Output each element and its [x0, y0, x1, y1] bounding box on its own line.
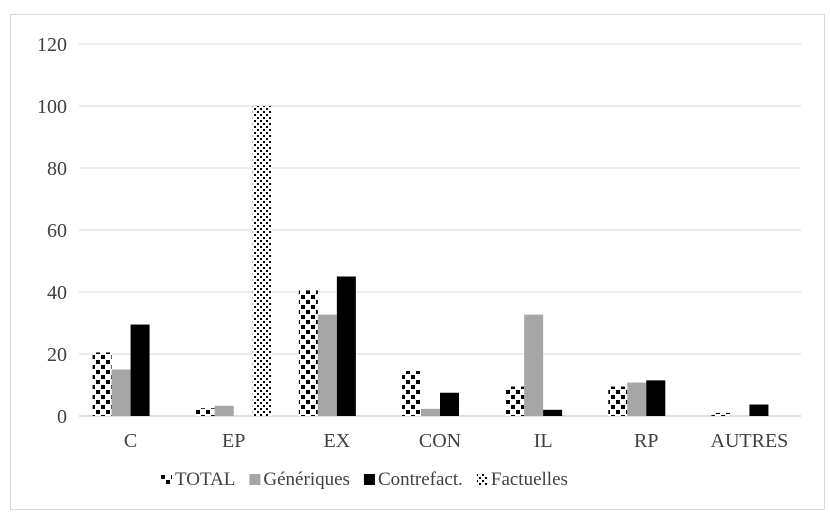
bar-contrefact--c — [130, 324, 150, 416]
x-tick-label: CON — [419, 430, 461, 452]
legend-label: Contrefact. — [378, 469, 463, 490]
y-tick-label: 100 — [37, 96, 67, 118]
y-tick-label: 80 — [47, 158, 67, 180]
bar-g-n-riques-rp — [627, 382, 647, 416]
bar-g-n-riques-il — [524, 314, 544, 416]
y-tick-label: 0 — [57, 406, 67, 428]
bar-total-con — [402, 371, 421, 416]
bar-chart: 0 20 40 60 80 100 120 C EP EX CON IL RP AUTRES TOTAL… — [37, 34, 801, 490]
legend-label: Génériques — [263, 469, 350, 490]
bar-g-n-riques-con — [421, 408, 440, 416]
x-axis: C EP EX CON IL RP AUTRES — [124, 430, 788, 452]
legend-label: TOTAL — [175, 469, 235, 490]
bar-contrefact--autres — [749, 404, 769, 416]
legend: TOTAL Génériques Contrefact. Factuelles — [161, 469, 568, 490]
x-tick-label: EP — [222, 430, 245, 452]
x-tick-label: C — [124, 430, 137, 452]
x-tick-label: AUTRES — [711, 430, 789, 452]
y-tick-label: 20 — [47, 344, 67, 366]
bar-total-il — [505, 386, 525, 416]
gridlines — [79, 43, 801, 417]
bars — [92, 106, 769, 416]
y-axis-ticks: 0 20 40 60 80 100 120 — [37, 34, 67, 428]
bar-total-ex — [298, 290, 318, 416]
legend-label: Factuelles — [491, 469, 568, 490]
x-tick-label: EX — [324, 430, 351, 452]
bar-contrefact--ex — [336, 276, 356, 416]
legend-swatch — [249, 474, 261, 485]
bar-g-n-riques-c — [111, 369, 131, 416]
bar-g-n-riques-ep — [214, 405, 234, 416]
y-tick-label: 120 — [37, 34, 67, 56]
x-tick-label: RP — [634, 430, 658, 452]
bar-contrefact--rp — [646, 380, 666, 416]
legend-swatch — [363, 474, 375, 485]
bar-total-ep — [195, 408, 215, 416]
bar-g-n-riques-ex — [317, 314, 337, 416]
bar-total-rp — [608, 386, 628, 416]
x-tick-label: IL — [534, 430, 553, 452]
y-tick-label: 40 — [47, 282, 67, 304]
bar-factuelles-ep — [252, 106, 272, 416]
legend-swatch — [476, 474, 488, 485]
bar-contrefact--con — [440, 392, 459, 416]
chart-frame: 0 20 40 60 80 100 120 C EP EX CON IL RP AUTRES TOTAL… — [10, 14, 825, 510]
bar-total-autres — [711, 412, 731, 416]
bar-total-c — [92, 352, 112, 416]
y-tick-label: 60 — [47, 220, 67, 242]
bar-contrefact--il — [543, 409, 563, 416]
legend-swatch — [161, 474, 172, 485]
